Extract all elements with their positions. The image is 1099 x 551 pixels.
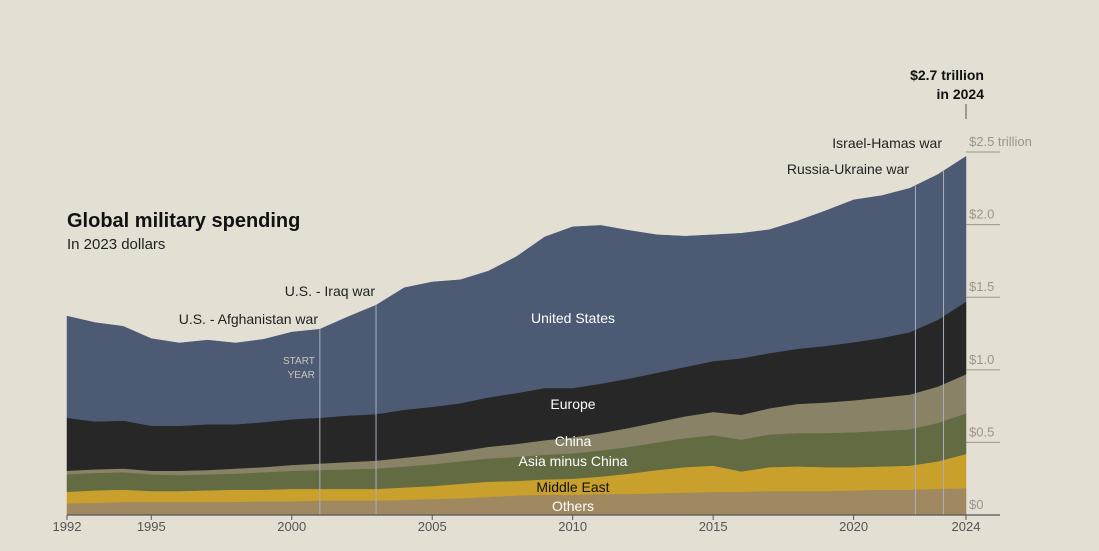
event-label-russia-ukraine-war: Russia-Ukraine war — [787, 161, 909, 177]
x-axis: 1992 1995 2000 2005 2010 2015 2020 2024 — [53, 514, 1000, 534]
y-tick-label-2-5-trillion: $2.5 trillion — [969, 134, 1032, 149]
y-axis: $0 $0.5 $1.0 $1.5 $2.0 $2.5 trillion — [969, 134, 1032, 512]
x-tick-label-2020: 2020 — [839, 519, 868, 534]
callout-line-2: in 2024 — [937, 86, 985, 102]
chart-title: Global military spending — [67, 210, 300, 232]
y-tick-label-2-0: $2.0 — [969, 207, 994, 222]
x-tick-label-1995: 1995 — [137, 519, 166, 534]
event-label-israel-hamas-war: Israel-Hamas war — [832, 135, 942, 151]
series-label-europe: Europe — [550, 396, 595, 412]
y-tick-label-0: $0 — [969, 497, 983, 512]
gridlines — [966, 151, 1000, 443]
y-tick-label-1-5: $1.5 — [969, 279, 994, 294]
start-year-note-line-2: YEAR — [288, 370, 315, 381]
x-tick-label-2010: 2010 — [558, 519, 587, 534]
area-united-states — [66, 155, 967, 426]
y-tick-label-0-5: $0.5 — [969, 424, 994, 439]
chart-subtitle: In 2023 dollars — [67, 236, 165, 253]
series-label-united-states: United States — [531, 310, 615, 326]
x-tick-label-2015: 2015 — [699, 519, 728, 534]
event-lines: U.S. - Afghanistan war U.S. - Iraq war Rus… — [179, 135, 945, 515]
callout-line-1: $2.7 trillion — [910, 67, 984, 83]
event-label-u-s-afghanistan-war: U.S. - Afghanistan war — [179, 311, 319, 327]
start-year-note-line-1: START — [283, 356, 315, 367]
series-label-china: China — [555, 433, 592, 449]
x-tick-label-2005: 2005 — [418, 519, 447, 534]
series-label-asia-minus-china: Asia minus China — [519, 453, 628, 469]
x-tick-label-2000: 2000 — [277, 519, 306, 534]
x-tick-label-2024: 2024 — [952, 519, 981, 534]
event-label-u-s-iraq-war: U.S. - Iraq war — [285, 283, 376, 299]
series-label-others: Others — [552, 498, 594, 514]
series-label-middle-east: Middle East — [536, 479, 609, 495]
stacked-areas — [66, 155, 967, 516]
series-labels: Others Middle East Asia minus China China Eu… — [519, 310, 628, 514]
total-callout: $2.7 trillion in 2024 — [910, 67, 984, 119]
x-tick-label-1992: 1992 — [53, 519, 82, 534]
y-tick-label-1-0: $1.0 — [969, 352, 994, 367]
